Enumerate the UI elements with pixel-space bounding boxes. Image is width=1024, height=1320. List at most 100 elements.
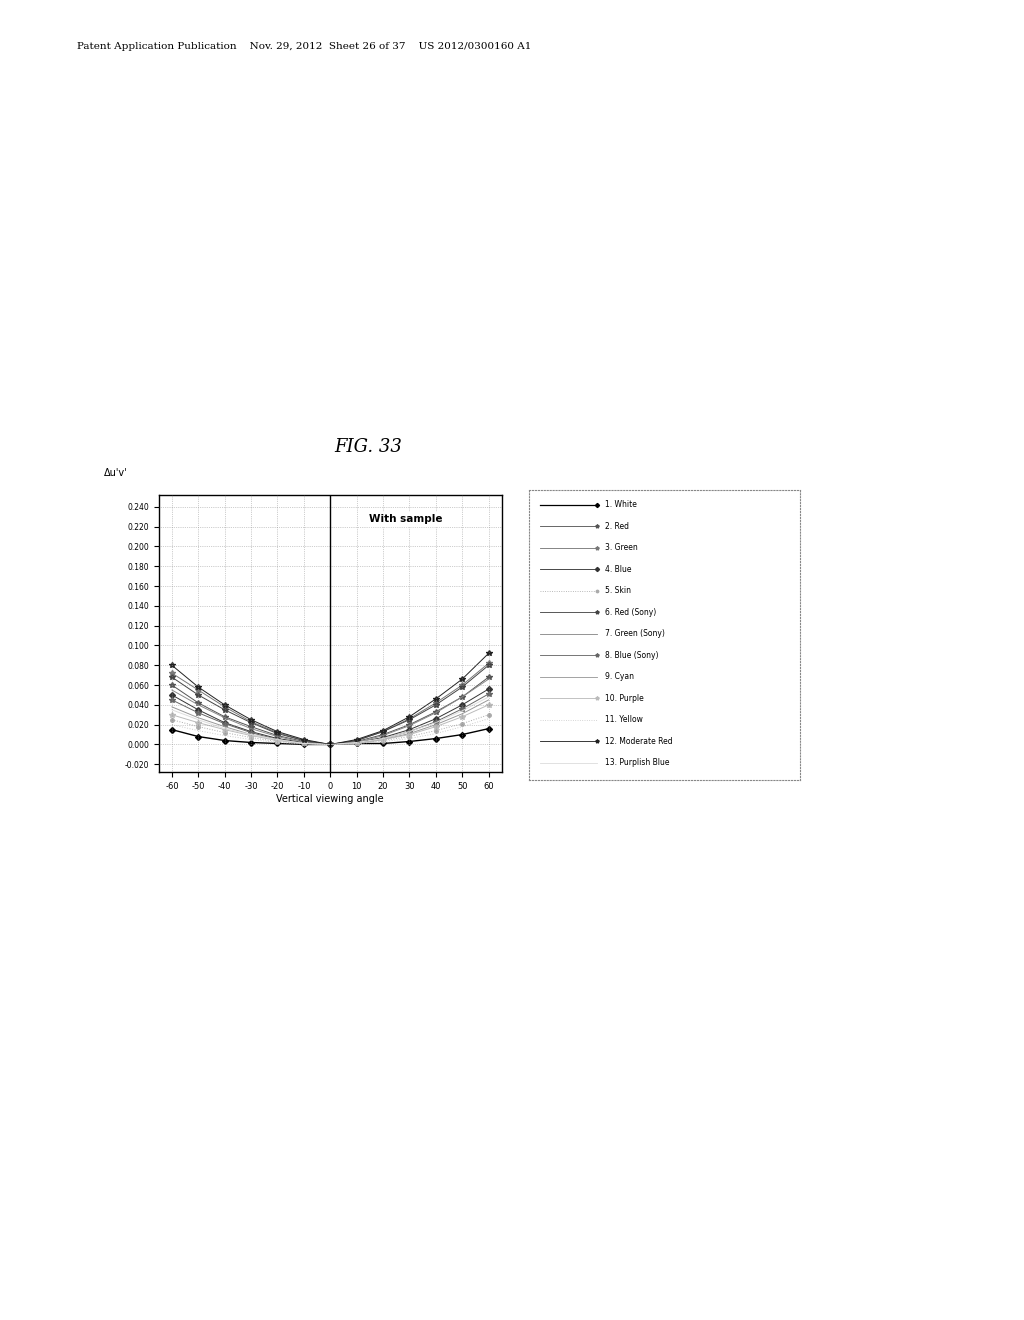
4. Blue <box>193 702 205 718</box>
5. Skin <box>403 729 416 744</box>
7. Green (Sony) <box>218 710 230 726</box>
10. Purple <box>350 735 362 751</box>
4. Blue <box>403 722 416 738</box>
4. Blue <box>324 737 336 752</box>
5. Skin <box>324 737 336 752</box>
Line: 11. Yellow: 11. Yellow <box>172 718 488 744</box>
Text: 13. Purplish Blue: 13. Purplish Blue <box>605 759 670 767</box>
2. Red <box>430 704 442 719</box>
Line: 10. Purple: 10. Purple <box>169 702 492 747</box>
Line: 12. Moderate Red: 12. Moderate Red <box>169 651 492 747</box>
4. Blue <box>350 734 362 750</box>
1. White <box>456 726 468 742</box>
12. Moderate Red <box>271 723 284 739</box>
9. Cyan <box>456 706 468 722</box>
4. Blue <box>271 731 284 747</box>
8. Blue (Sony) <box>245 725 257 741</box>
10. Purple <box>430 718 442 734</box>
9. Cyan <box>430 717 442 733</box>
13. Purplish Blue <box>271 731 284 747</box>
3. Green <box>166 665 178 681</box>
13. Purplish Blue <box>430 715 442 731</box>
12. Moderate Red <box>403 709 416 725</box>
Text: 3. Green: 3. Green <box>605 544 638 552</box>
13. Purplish Blue <box>377 731 389 747</box>
12. Moderate Red <box>245 711 257 727</box>
9. Cyan <box>403 726 416 742</box>
Line: 7. Green (Sony): 7. Green (Sony) <box>172 678 488 744</box>
12. Moderate Red <box>482 645 495 661</box>
5. Skin <box>350 735 362 751</box>
2. Red <box>271 727 284 743</box>
9. Cyan <box>193 710 205 726</box>
Text: 7. Green (Sony): 7. Green (Sony) <box>605 630 665 639</box>
2. Red <box>403 717 416 733</box>
Text: 9. Cyan: 9. Cyan <box>605 672 634 681</box>
13. Purplish Blue <box>350 734 362 750</box>
2. Red <box>456 689 468 705</box>
11. Yellow <box>245 731 257 747</box>
7. Green (Sony) <box>377 727 389 743</box>
2. Red <box>350 734 362 750</box>
13. Purplish Blue <box>166 702 178 718</box>
Line: 4. Blue: 4. Blue <box>170 686 490 747</box>
8. Blue (Sony) <box>430 714 442 730</box>
4. Blue <box>218 715 230 731</box>
3. Green <box>403 710 416 726</box>
13. Purplish Blue <box>403 723 416 739</box>
1. White <box>403 734 416 750</box>
13. Purplish Blue <box>456 702 468 718</box>
7. Green (Sony) <box>324 737 336 752</box>
10. Purple <box>193 715 205 731</box>
8. Blue (Sony) <box>271 731 284 747</box>
Line: 6. Red (Sony): 6. Red (Sony) <box>169 663 492 747</box>
3. Green <box>430 694 442 710</box>
6. Red (Sony) <box>377 723 389 739</box>
12. Moderate Red <box>430 692 442 708</box>
X-axis label: Vertical viewing angle: Vertical viewing angle <box>276 793 384 804</box>
2. Red <box>324 737 336 752</box>
7. Green (Sony) <box>245 721 257 737</box>
8. Blue (Sony) <box>350 735 362 751</box>
4. Blue <box>377 730 389 746</box>
2. Red <box>166 677 178 693</box>
6. Red (Sony) <box>350 733 362 748</box>
Text: 8. Blue (Sony): 8. Blue (Sony) <box>605 651 658 660</box>
4. Blue <box>298 734 310 750</box>
4. Blue <box>245 723 257 739</box>
11. Yellow <box>377 734 389 750</box>
Line: 2. Red: 2. Red <box>169 675 492 747</box>
7. Green (Sony) <box>430 705 442 721</box>
12. Moderate Red <box>298 731 310 747</box>
9. Cyan <box>350 735 362 751</box>
2. Red <box>377 726 389 742</box>
12. Moderate Red <box>324 737 336 752</box>
Text: 12. Moderate Red: 12. Moderate Red <box>605 737 673 746</box>
13. Purplish Blue <box>324 737 336 752</box>
7. Green (Sony) <box>298 734 310 750</box>
8. Blue (Sony) <box>403 723 416 739</box>
Text: 1. White: 1. White <box>605 500 637 510</box>
11. Yellow <box>218 727 230 743</box>
13. Purplish Blue <box>245 726 257 742</box>
6. Red (Sony) <box>482 657 495 673</box>
4. Blue <box>166 686 178 702</box>
1. White <box>245 734 257 750</box>
2. Red <box>298 734 310 750</box>
11. Yellow <box>350 735 362 751</box>
9. Cyan <box>166 700 178 715</box>
12. Moderate Red <box>218 697 230 713</box>
10. Purple <box>245 727 257 743</box>
7. Green (Sony) <box>456 689 468 705</box>
3. Green <box>193 682 205 698</box>
12. Moderate Red <box>377 723 389 739</box>
Line: 5. Skin: 5. Skin <box>170 713 490 746</box>
6. Red (Sony) <box>403 711 416 727</box>
Text: Patent Application Publication    Nov. 29, 2012  Sheet 26 of 37    US 2012/03001: Patent Application Publication Nov. 29, … <box>77 42 531 51</box>
11. Yellow <box>298 735 310 751</box>
11. Yellow <box>193 723 205 739</box>
6. Red (Sony) <box>218 702 230 718</box>
11. Yellow <box>324 737 336 752</box>
Text: 2. Red: 2. Red <box>605 521 629 531</box>
2. Red <box>245 718 257 734</box>
